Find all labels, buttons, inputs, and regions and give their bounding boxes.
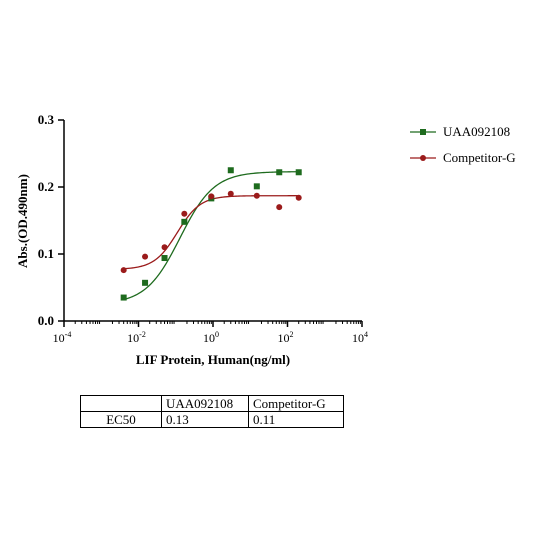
data-point (276, 204, 283, 211)
x-tick-label: 100 (203, 330, 219, 345)
y-tick-label: 0.0 (38, 313, 54, 328)
data-point (227, 190, 234, 197)
x-ticks: 10-4 10-2 100 102 104 (53, 321, 368, 345)
data-point (142, 253, 149, 260)
x-tick-exponent: -4 (65, 330, 72, 339)
table-row-label: EC50 (80, 411, 162, 428)
legend-label: Competitor-G (443, 150, 516, 165)
data-point (208, 193, 215, 200)
legend: UAA092108 Competitor-G (410, 124, 516, 165)
table-header-cell (80, 395, 162, 412)
y-tick-label: 0.2 (38, 179, 54, 194)
y-tick-label: 0.1 (38, 246, 54, 261)
x-tick-exponent: 4 (364, 330, 368, 339)
table-header-cell: UAA092108 (161, 395, 249, 412)
data-point (120, 294, 127, 301)
chart-axes: 10-4 10-2 100 102 104 0.00.10.20.3 (38, 112, 368, 345)
data-point (142, 279, 149, 286)
fit-curve (123, 195, 299, 270)
x-tick-base: 10 (352, 331, 364, 345)
data-point (253, 192, 260, 199)
table-cell: 0.11 (248, 411, 344, 428)
x-tick-label: 104 (352, 330, 368, 345)
table-header-cell: Competitor-G (248, 395, 344, 412)
x-tick-label: 102 (278, 330, 294, 345)
fit-curves (123, 171, 299, 301)
x-tick-exponent: 2 (290, 330, 294, 339)
x-tick-label: 10-2 (127, 330, 146, 345)
data-points (120, 167, 302, 301)
legend-label: UAA092108 (443, 124, 510, 139)
legend-marker (420, 155, 426, 161)
data-point (161, 244, 168, 251)
data-point (161, 255, 168, 262)
data-point (276, 169, 283, 176)
x-tick-exponent: -2 (139, 330, 146, 339)
x-tick-base: 10 (203, 331, 215, 345)
table-row: EC50 0.13 0.11 (80, 411, 344, 428)
table-header-row: UAA092108 Competitor-G (80, 395, 344, 412)
y-tick-label: 0.3 (38, 112, 55, 127)
data-point (181, 218, 188, 225)
y-ticks: 0.0 0.1 0.2 0.3 (38, 112, 64, 328)
data-point (253, 183, 260, 190)
y-axis-label: Abs.(OD.490nm) (15, 174, 30, 268)
fit-curve (123, 171, 299, 301)
x-tick-base: 10 (53, 331, 65, 345)
data-point (120, 267, 127, 274)
x-axis-label: LIF Protein, Human(ng/ml) (136, 352, 290, 367)
x-tick-base: 10 (278, 331, 290, 345)
data-point (181, 210, 188, 217)
table-cell: 0.13 (161, 411, 249, 428)
x-tick-base: 10 (127, 331, 139, 345)
x-tick-label: 10-4 (53, 330, 72, 345)
ec50-table: UAA092108 Competitor-G EC50 0.13 0.11 (80, 395, 344, 428)
data-point (295, 194, 302, 201)
data-point (295, 169, 302, 176)
x-tick-exponent: 0 (215, 330, 219, 339)
data-point (227, 167, 234, 174)
legend-marker (420, 129, 426, 135)
